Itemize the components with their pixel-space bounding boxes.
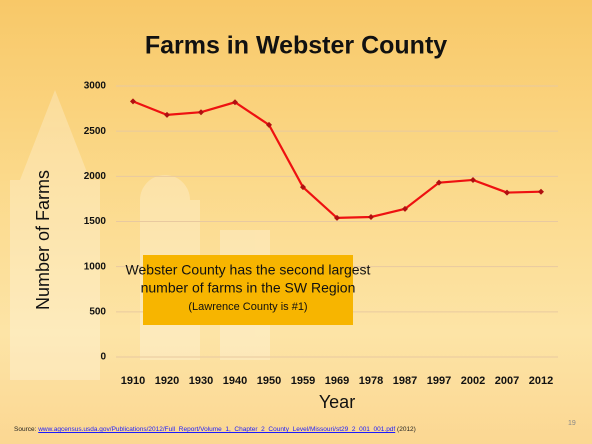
y-tick-label: 500 <box>89 306 106 317</box>
y-axis-label: Number of Farms <box>33 170 53 310</box>
marker <box>470 177 476 183</box>
chart-title: Farms in Webster County <box>145 32 447 60</box>
source-prefix: Source: <box>14 426 36 433</box>
x-tick-label: 1910 <box>121 375 145 387</box>
slide: Farms in Webster County Number of Farms … <box>0 0 592 444</box>
x-tick-label: 1997 <box>427 375 451 387</box>
chart: Farms in Webster County Number of Farms … <box>0 0 592 444</box>
x-tick-label: 2007 <box>495 375 519 387</box>
y-tick-label: 2000 <box>84 171 107 182</box>
marker <box>504 190 510 196</box>
x-tick-label: 1930 <box>189 375 213 387</box>
slide-number: 19 <box>568 420 576 427</box>
marker <box>164 112 170 118</box>
annotation-text: Webster County has the second largest <box>126 262 371 278</box>
x-tick-label: 1950 <box>257 375 281 387</box>
y-tick-label: 2500 <box>84 126 107 137</box>
annotation-text: number of farms in the SW Region <box>141 280 356 296</box>
annotation-text: (Lawrence County is #1) <box>188 301 307 313</box>
y-tick-label: 3000 <box>84 81 107 92</box>
x-tick-label: 2012 <box>529 375 553 387</box>
source-link[interactable]: www.agcensus.usda.gov/Publications/2012/… <box>38 426 395 433</box>
x-tick-label: 1987 <box>393 375 417 387</box>
source-suffix: (2012) <box>397 426 416 433</box>
y-tick-label: 1500 <box>84 216 107 227</box>
source: Source: www.agcensus.usda.gov/Publicatio… <box>14 426 416 433</box>
x-tick-label: 1959 <box>291 375 315 387</box>
y-tick-label: 0 <box>100 352 106 363</box>
marker <box>538 189 544 195</box>
x-axis-label: Year <box>319 392 355 412</box>
marker <box>198 109 204 115</box>
x-tick-label: 1969 <box>325 375 349 387</box>
marker <box>130 98 136 104</box>
marker <box>368 214 374 220</box>
x-tick-label: 1978 <box>359 375 383 387</box>
y-tick-label: 1000 <box>84 261 107 272</box>
x-tick-label: 1940 <box>223 375 247 387</box>
x-tick-label: 1920 <box>155 375 179 387</box>
x-tick-label: 2002 <box>461 375 485 387</box>
